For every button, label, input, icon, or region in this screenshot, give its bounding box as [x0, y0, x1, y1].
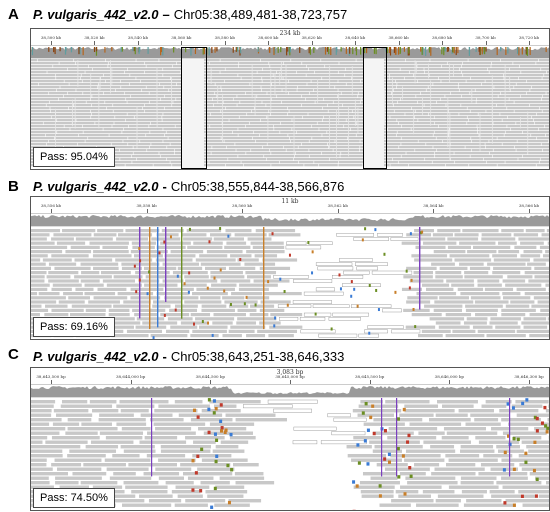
panel-title: P. vulgaris_442_v2.0– Chr05:38,489,481-38…	[33, 7, 347, 22]
ruler-tick	[369, 380, 371, 384]
title-separator: –	[162, 7, 170, 22]
ruler-tick	[290, 380, 291, 384]
ruler-tick-label: 38,644,500 bp	[195, 374, 225, 379]
ruler-tick-label: 38,646,300 bp	[514, 374, 544, 379]
ruler-tick	[181, 41, 183, 45]
highlight-box-1	[181, 47, 207, 169]
ruler-tick-label: 38,556 kb	[40, 203, 62, 208]
ruler-tick	[51, 209, 52, 213]
span-label: 234 kb	[279, 30, 301, 37]
ruler-tick	[398, 41, 400, 45]
igv-view[interactable]: 3,083 bp 38,643,500 bp 38,644,000 bp 38,64…	[30, 367, 550, 511]
alignment-reads[interactable]	[31, 227, 549, 339]
ruler-tick	[146, 209, 148, 213]
genomic-ruler: 3,083 bp 38,643,500 bp 38,644,000 bp 38,64…	[31, 368, 549, 385]
pass-rate-label: Pass: 95.04%	[33, 147, 115, 167]
ruler-tick	[355, 41, 357, 45]
ruler-tick	[311, 41, 313, 45]
ruler-tick-label: 38,645,000 bp	[275, 374, 305, 379]
ruler-tick-label: 38,520 kb	[84, 35, 105, 40]
igv-view[interactable]: 234 kb 38,500 kb 38,520 kb 38,540 kb 38,560…	[30, 28, 550, 170]
ruler-tick-label: 38,643,500 bp	[36, 374, 66, 379]
ruler-tick-label: 38,500 kb	[40, 35, 62, 40]
panel-letter: B	[8, 178, 19, 195]
ruler-tick	[529, 41, 530, 45]
ruler-tick-label: 38,645,500 bp	[355, 374, 385, 379]
region-coordinates: Chr05:38,489,481-38,723,757	[173, 7, 348, 22]
ruler-tick	[433, 209, 435, 213]
ruler-tick-label: 38,560 kb	[232, 203, 253, 208]
ruler-tick-label: 38,600 kb	[258, 35, 279, 40]
panel-title: P. vulgaris_442_v2.0- Chr05:38,555,844-38…	[33, 179, 344, 194]
genome-name: P. vulgaris_442_v2.0	[33, 349, 159, 364]
span-label: 3,083 bp	[276, 369, 304, 376]
ruler-tick-label: 38,562 kb	[327, 203, 348, 208]
igv-view[interactable]: 11 kb 38,556 kb 38,558 kb 38,560 kb 38,562 …	[30, 196, 550, 340]
panel-letter: C	[8, 346, 19, 363]
ruler-tick-label: 38,680 kb	[431, 35, 453, 40]
ruler-tick	[442, 41, 444, 45]
ruler-tick	[137, 41, 139, 45]
ruler-tick	[210, 380, 212, 384]
ruler-tick-label: 38,720 kb	[518, 35, 540, 40]
alignment-reads[interactable]	[31, 59, 549, 169]
title-separator: -	[162, 349, 167, 364]
ruler-tick-label: 38,646,000 bp	[434, 374, 464, 379]
ruler-tick-label: 38,564 kb	[423, 203, 444, 208]
ruler-tick	[529, 209, 530, 213]
region-coordinates: Chr05:38,555,844-38,566,876	[170, 179, 345, 194]
genome-name: P. vulgaris_442_v2.0	[33, 179, 159, 194]
region-coordinates: Chr05:38,643,251-38,646,333	[170, 349, 345, 364]
ruler-tick-label: 38,640 kb	[345, 35, 366, 40]
ruler-tick-label: 38,700 kb	[475, 35, 496, 40]
highlight-box-2	[363, 47, 387, 169]
genomic-ruler: 11 kb 38,556 kb 38,558 kb 38,560 kb 38,562 …	[31, 197, 549, 214]
ruler-tick-label: 38,540 kb	[127, 35, 149, 40]
ruler-tick-label: 38,580 kb	[214, 35, 235, 40]
ruler-tick	[130, 380, 132, 384]
ruler-tick	[485, 41, 487, 45]
ruler-tick	[51, 41, 52, 45]
coverage-track	[31, 46, 549, 59]
ruler-tick	[51, 380, 52, 384]
ruler-tick	[449, 380, 451, 384]
pass-rate-label: Pass: 74.50%	[33, 488, 115, 508]
ruler-tick	[529, 380, 530, 384]
alignment-reads[interactable]	[31, 398, 549, 510]
coverage-track	[31, 385, 549, 398]
coverage-plot	[31, 215, 549, 226]
ruler-tick	[224, 41, 226, 45]
title-separator: -	[162, 179, 167, 194]
ruler-tick-label: 38,620 kb	[301, 35, 322, 40]
coverage-plot	[31, 47, 549, 58]
coverage-track	[31, 214, 549, 227]
ruler-tick	[337, 209, 339, 213]
ruler-tick	[242, 209, 244, 213]
ruler-tick-label: 38,566 kb	[518, 203, 540, 208]
ruler-tick	[94, 41, 96, 45]
genomic-ruler: 234 kb 38,500 kb 38,520 kb 38,540 kb 38,560…	[31, 29, 549, 46]
pass-rate-label: Pass: 69.16%	[33, 317, 115, 337]
ruler-tick-label: 38,644,000 bp	[116, 374, 146, 379]
ruler-tick-label: 38,560 kb	[171, 35, 192, 40]
panel-title: P. vulgaris_442_v2.0- Chr05:38,643,251-38…	[33, 349, 344, 364]
coverage-plot	[31, 386, 549, 397]
ruler-tick-label: 38,558 kb	[136, 203, 157, 208]
span-label: 11 kb	[281, 198, 299, 205]
panel-letter: A	[8, 6, 19, 23]
ruler-tick	[268, 41, 270, 45]
genome-name: P. vulgaris_442_v2.0	[33, 7, 159, 22]
ruler-tick-label: 38,660 kb	[388, 35, 409, 40]
